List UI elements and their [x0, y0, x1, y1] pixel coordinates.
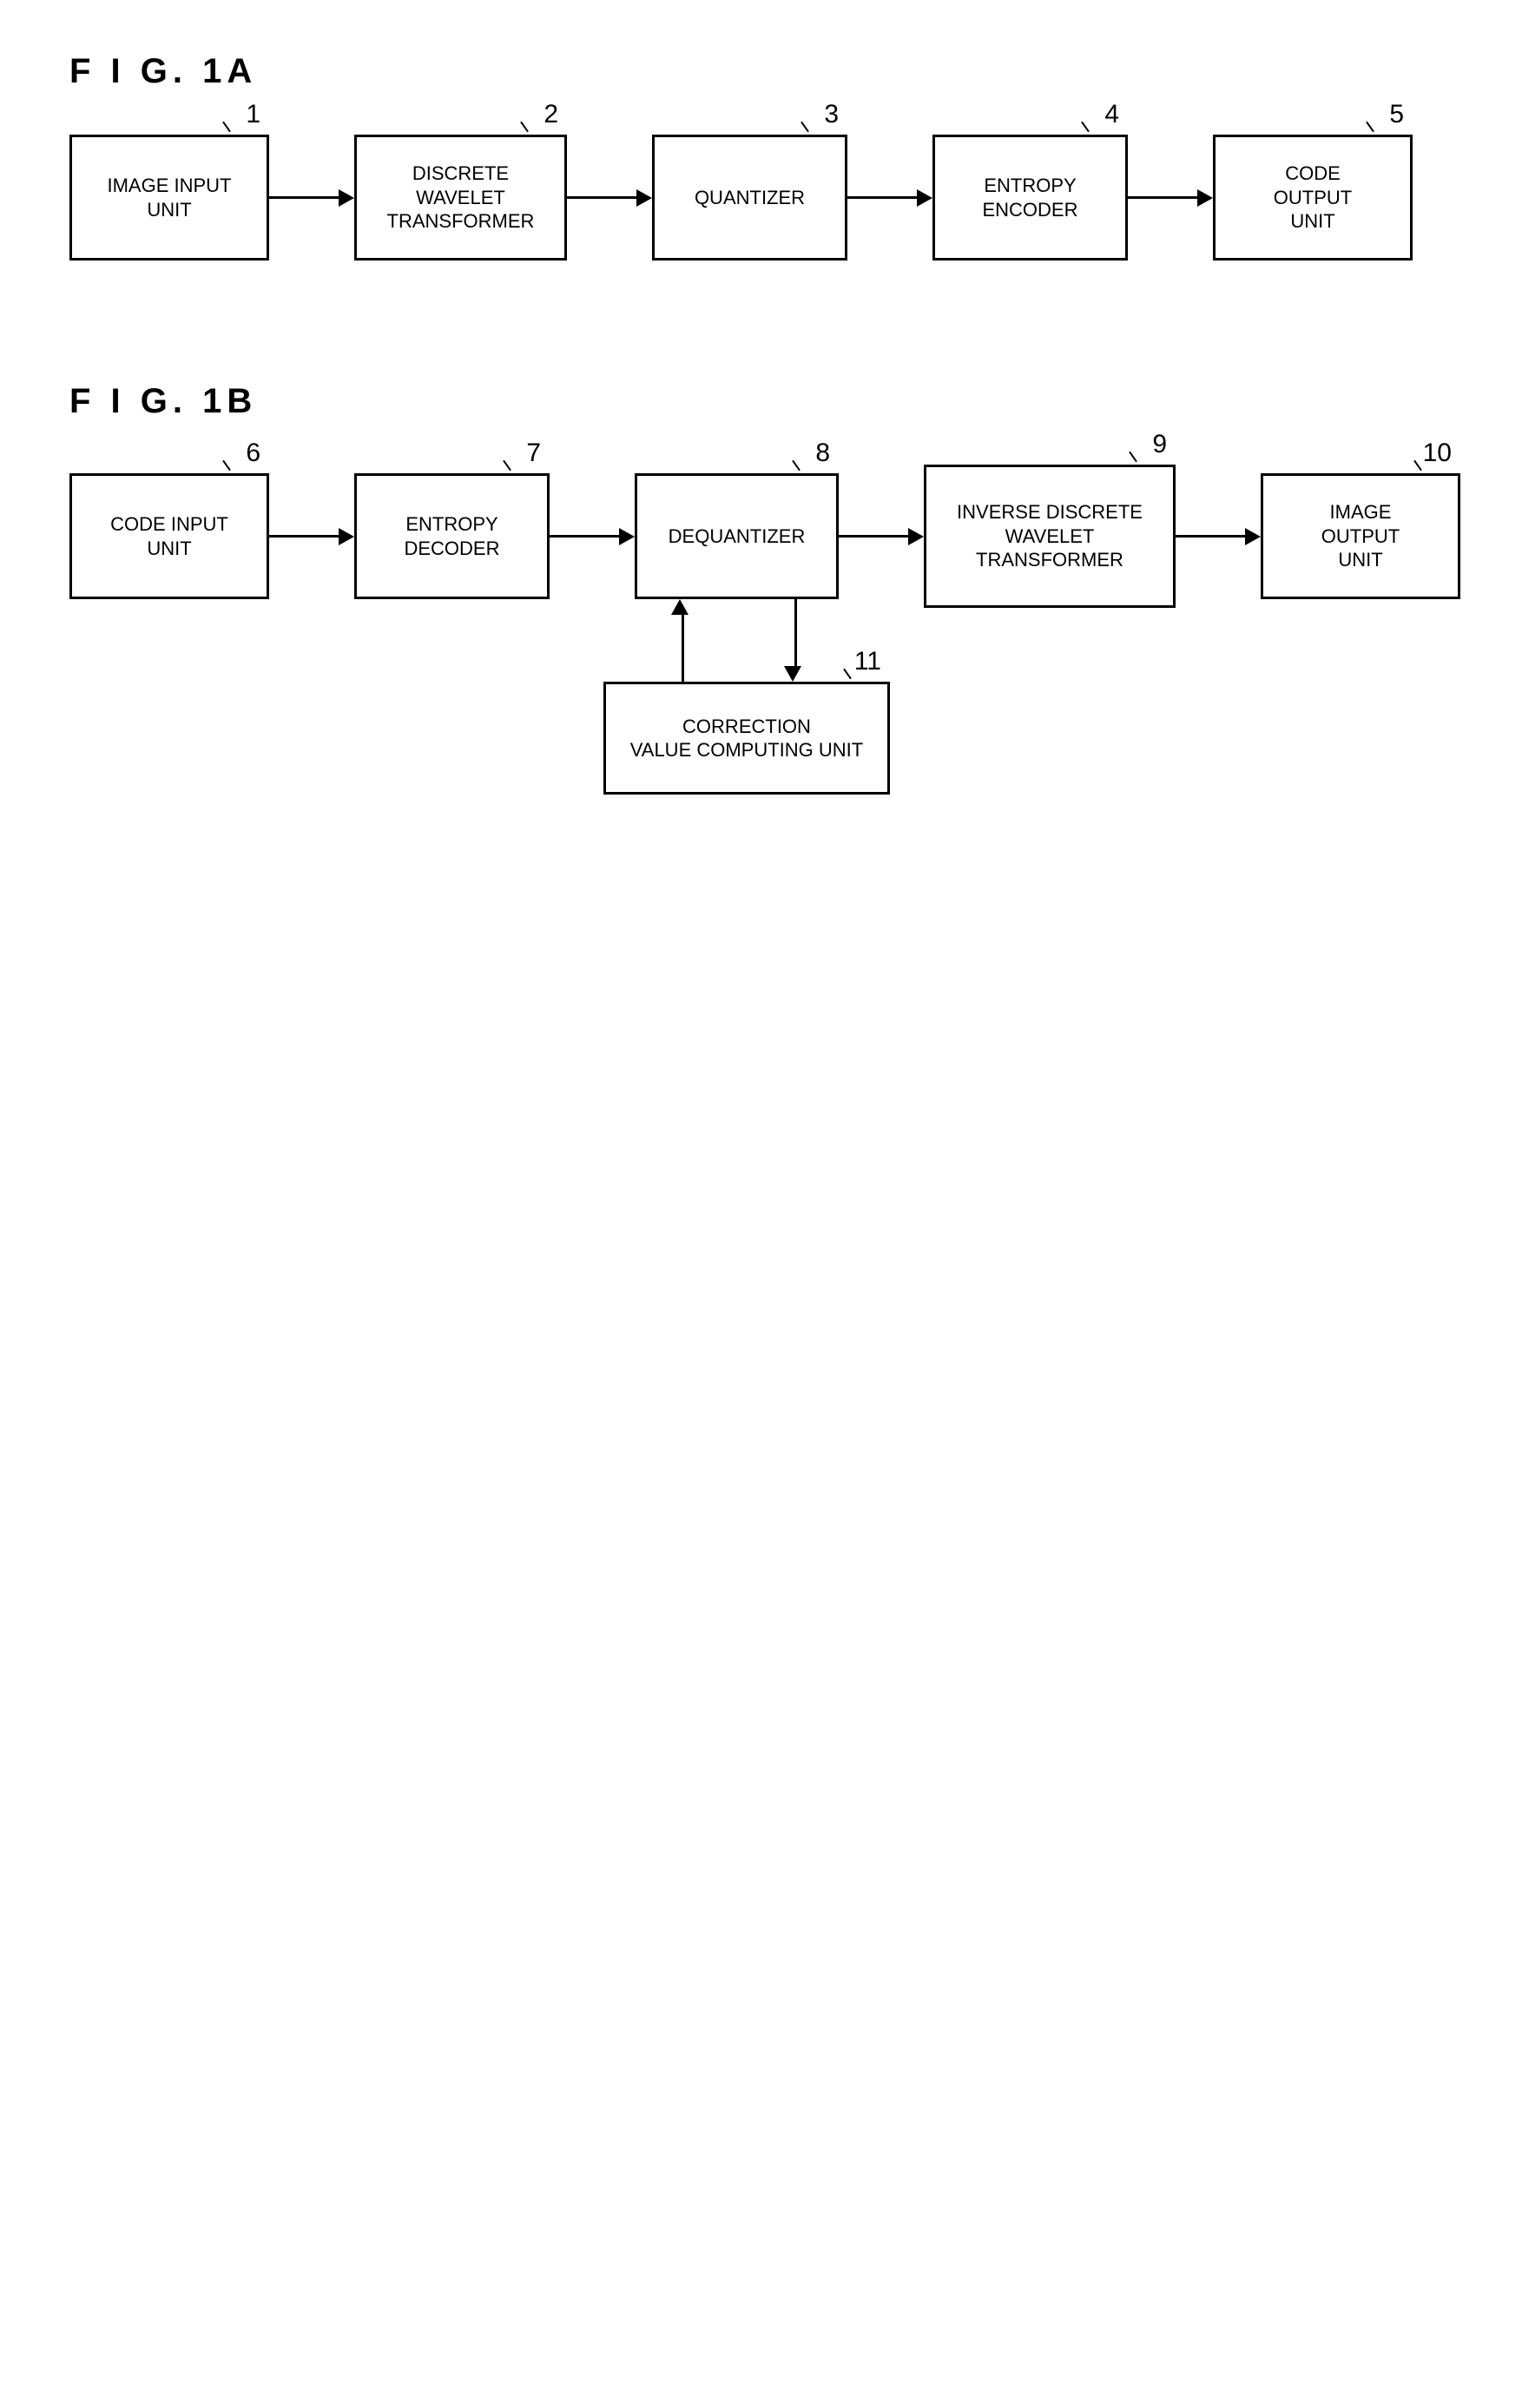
block-wrapper: 2DISCRETEWAVELETTRANSFORMER — [354, 135, 567, 261]
diagram-block: DEQUANTIZER — [635, 473, 839, 599]
diagram-block: QUANTIZER — [652, 135, 847, 261]
leader-tick — [790, 458, 804, 472]
leader-tick — [221, 119, 234, 133]
arrow-up — [678, 599, 689, 682]
leader-tick — [501, 458, 515, 472]
diagram-block: IMAGE INPUTUNIT — [69, 135, 269, 261]
arrow-right — [269, 189, 354, 207]
arrow-right — [550, 528, 635, 545]
block-wrapper: 8DEQUANTIZER — [635, 473, 839, 599]
diagram-block: IMAGEOUTPUTUNIT — [1261, 473, 1460, 599]
block-number: 8 — [815, 439, 830, 468]
block-wrapper: 1IMAGE INPUTUNIT — [69, 135, 269, 261]
figure: F I G. 1A1IMAGE INPUTUNIT2DISCRETEWAVELE… — [69, 52, 1453, 261]
arrow-right — [847, 189, 932, 207]
block-number: 9 — [1152, 430, 1167, 459]
arrow-right — [1128, 189, 1213, 207]
block-number: 4 — [1104, 100, 1119, 129]
leader-tick — [1364, 119, 1378, 133]
block-number: 2 — [544, 100, 558, 129]
diagram-row: 6CODE INPUTUNIT 7ENTROPYDECODER 8DEQUANTIZ… — [69, 465, 1453, 795]
arrow-down — [791, 599, 801, 682]
block-wrapper: 3QUANTIZER — [652, 135, 847, 261]
leader-tick — [518, 119, 532, 133]
leader-tick — [1412, 458, 1426, 472]
block-wrapper: 10IMAGEOUTPUTUNIT — [1261, 473, 1460, 599]
arrow-right — [269, 528, 354, 545]
figure-title: F I G. 1A — [69, 52, 1453, 91]
diagram-block: INVERSE DISCRETEWAVELETTRANSFORMER — [924, 465, 1176, 608]
block-number: 3 — [824, 100, 839, 129]
block-number: 7 — [526, 439, 541, 468]
diagram-block: CORRECTIONVALUE COMPUTING UNIT — [603, 682, 890, 795]
block-wrapper: 6CODE INPUTUNIT — [69, 473, 269, 599]
block-number: 11 — [854, 647, 881, 676]
diagram-block: CODEOUTPUTUNIT — [1213, 135, 1413, 261]
block-number: 5 — [1389, 100, 1404, 129]
figure: F I G. 1B6CODE INPUTUNIT7ENTROPYDECODER8… — [69, 382, 1453, 795]
block-number: 1 — [246, 100, 260, 129]
leader-tick — [1079, 119, 1093, 133]
leader-tick — [221, 458, 234, 472]
diagram-block: CODE INPUTUNIT — [69, 473, 269, 599]
block-wrapper: 7ENTROPYDECODER — [354, 473, 550, 599]
block-wrapper: 4ENTROPYENCODER — [932, 135, 1128, 261]
figure-title: F I G. 1B — [69, 382, 1453, 421]
leader-tick — [841, 666, 855, 680]
diagram-block: ENTROPYDECODER — [354, 473, 550, 599]
arrow-right — [567, 189, 652, 207]
arrow-right — [1176, 528, 1261, 545]
diagram-block: DISCRETEWAVELETTRANSFORMER — [354, 135, 567, 261]
leader-tick — [799, 119, 813, 133]
block-wrapper: 9INVERSE DISCRETEWAVELETTRANSFORMER — [924, 465, 1176, 608]
block-number: 10 — [1423, 439, 1452, 468]
block-number: 6 — [246, 439, 260, 468]
arrow-right — [839, 528, 924, 545]
diagram-block: ENTROPYENCODER — [932, 135, 1128, 261]
diagram-row: 1IMAGE INPUTUNIT 2DISCRETEWAVELETTRANSFOR… — [69, 135, 1453, 261]
leader-tick — [1127, 449, 1141, 463]
block-wrapper: 5CODEOUTPUTUNIT — [1213, 135, 1413, 261]
correction-block-wrapper: 11CORRECTIONVALUE COMPUTING UNIT — [603, 682, 890, 795]
